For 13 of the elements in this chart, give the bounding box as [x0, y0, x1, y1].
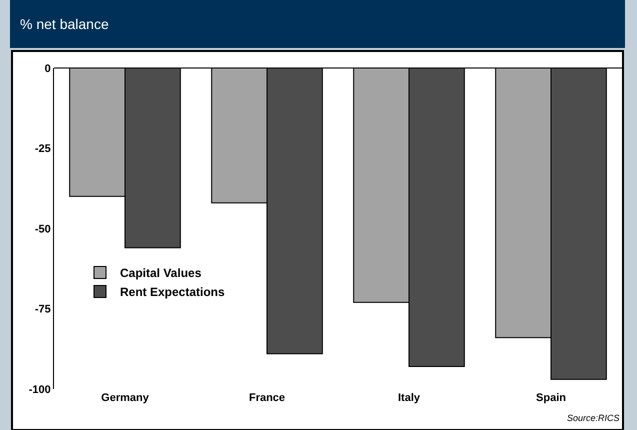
x-tick-label: Germany [101, 392, 150, 404]
x-tick-label: Italy [398, 392, 421, 404]
y-tick-label: -50 [34, 223, 51, 236]
y-tick-label: -75 [34, 304, 51, 316]
y-tick-label: -100 [28, 384, 51, 396]
y-tick-label: -25 [34, 143, 51, 156]
x-tick-label: Spain [536, 392, 566, 404]
y-tick-label: 0 [44, 62, 51, 75]
legend-label: Capital Values [120, 266, 202, 280]
chart-title: % net balance [20, 16, 109, 32]
legend-label: Rent Expectations [120, 285, 226, 300]
x-tick-label: France [248, 392, 286, 404]
source-note: Source:RICS [567, 413, 620, 423]
